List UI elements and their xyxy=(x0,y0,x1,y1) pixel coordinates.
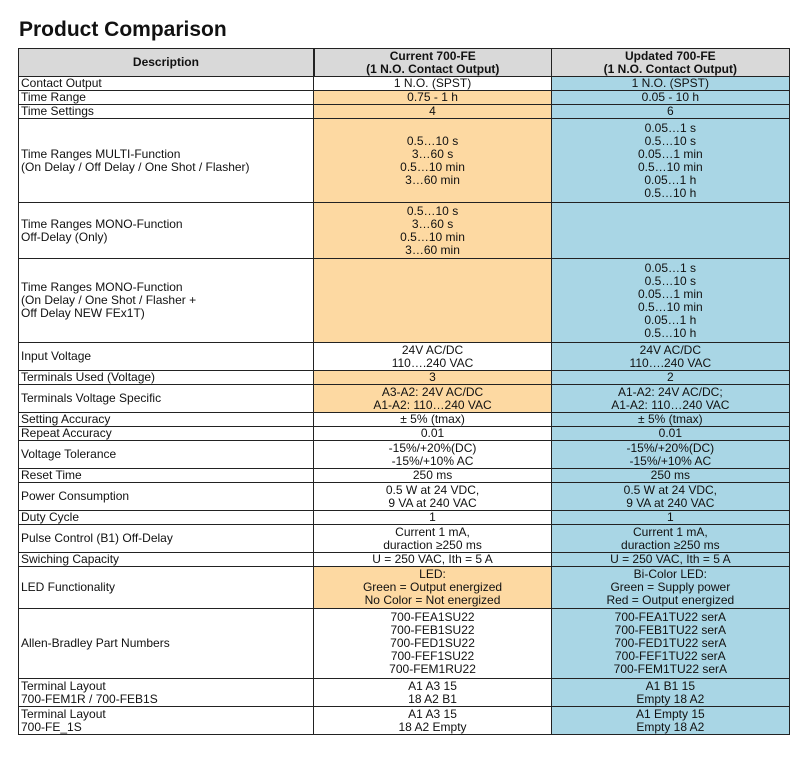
row-updated-value: Current 1 mA, duraction ≥250 ms xyxy=(550,524,791,553)
table-row: Repeat Accuracy 0.01 0.01 xyxy=(17,426,791,441)
row-updated-value: 0.5 W at 24 VDC, 9 VA at 240 VAC xyxy=(550,482,791,511)
row-current-value: A3-A2: 24V AC/DC A1-A2: 110…240 VAC xyxy=(313,384,552,413)
table-row: Time Range 0.75 - 1 h 0.05 - 10 h xyxy=(17,90,791,105)
row-updated-value: 0.05 - 10 h xyxy=(550,90,791,105)
header-current: Current 700-FE (1 N.O. Contact Output) xyxy=(312,48,552,77)
row-current-value xyxy=(313,258,552,343)
row-updated-value: A1 B1 15 Empty 18 A2 xyxy=(550,678,791,707)
row-current-value: Current 1 mA, duraction ≥250 ms xyxy=(313,524,552,553)
row-current-value: LED: Green = Output energized No Color =… xyxy=(313,566,552,609)
row-description: Allen-Bradley Part Numbers xyxy=(17,608,315,679)
table-row: Reset Time 250 ms 250 ms xyxy=(17,468,791,483)
row-current-value: 250 ms xyxy=(313,468,552,483)
row-current-value: 700-FEA1SU22 700-FEB1SU22 700-FED1SU22 7… xyxy=(313,608,552,679)
row-current-value: 0.5…10 s 3…60 s 0.5…10 min 3…60 min xyxy=(313,202,552,259)
table-row: Time Ranges MONO-Function (On Delay / On… xyxy=(17,258,791,343)
row-updated-value: 2 xyxy=(550,370,791,385)
row-description: Setting Accuracy xyxy=(17,412,315,427)
row-description: Time Ranges MONO-Function (On Delay / On… xyxy=(17,258,315,343)
comparison-table: Description Current 700-FE (1 N.O. Conta… xyxy=(17,48,791,735)
row-current-value: A1 A3 15 18 A2 Empty xyxy=(313,706,552,735)
row-updated-value: 24V AC/DC 110….240 VAC xyxy=(550,342,791,371)
header-description: Description xyxy=(17,48,315,77)
row-updated-value: 1 xyxy=(550,510,791,525)
row-description: Pulse Control (B1) Off-Delay xyxy=(17,524,315,553)
row-updated-value: 0.05…1 s 0.5…10 s 0.05…1 min 0.5…10 min … xyxy=(550,258,791,343)
row-description: Power Consumption xyxy=(17,482,315,511)
row-updated-value: A1-A2: 24V AC/DC; A1-A2: 110…240 VAC xyxy=(550,384,791,413)
row-description: Repeat Accuracy xyxy=(17,426,315,441)
row-description: Time Settings xyxy=(17,104,315,119)
row-description: Terminal Layout 700-FE_1S xyxy=(17,706,315,735)
row-updated-value: ± 5% (tmax) xyxy=(550,412,791,427)
table-row: Power Consumption 0.5 W at 24 VDC, 9 VA a… xyxy=(17,482,791,511)
row-description: Voltage Tolerance xyxy=(17,440,315,469)
table-row: LED Functionality LED: Green = Output ene… xyxy=(17,566,791,609)
row-description: Input Voltage xyxy=(17,342,315,371)
row-current-value: A1 A3 15 18 A2 B1 xyxy=(313,678,552,707)
row-current-value: 0.5 W at 24 VDC, 9 VA at 240 VAC xyxy=(313,482,552,511)
table-row: Contact Output 1 N.O. (SPST) 1 N.O. (SPST) xyxy=(17,76,791,91)
table-body: Contact Output 1 N.O. (SPST) 1 N.O. (SPST)… xyxy=(17,76,791,735)
row-description: Terminal Layout 700-FEM1R / 700-FEB1S xyxy=(17,678,315,707)
row-current-value: 0.01 xyxy=(313,426,552,441)
row-current-value: U = 250 VAC, Ith = 5 A xyxy=(313,552,552,567)
table-row: Allen-Bradley Part Numbers 700-FEA1SU22 7… xyxy=(17,608,791,679)
row-updated-value: -15%/+20%(DC) -15%/+10% AC xyxy=(550,440,791,469)
table-row: Setting Accuracy ± 5% (tmax) ± 5% (tmax) xyxy=(17,412,791,427)
table-row: Time Ranges MONO-Function Off-Delay (Onl… xyxy=(17,202,791,259)
table-row: Time Settings 4 6 xyxy=(17,104,791,119)
row-current-value: 4 xyxy=(313,104,552,119)
page-title: Product Comparison xyxy=(19,18,227,41)
row-description: Terminals Voltage Specific xyxy=(17,384,315,413)
row-current-value: 3 xyxy=(313,370,552,385)
row-current-value: 0.75 - 1 h xyxy=(313,90,552,105)
row-updated-value: 0.05…1 s 0.5…10 s 0.05…1 min 0.5…10 min … xyxy=(550,118,791,203)
row-current-value: 0.5…10 s 3…60 s 0.5…10 min 3…60 min xyxy=(313,118,552,203)
row-updated-value: 700-FEA1TU22 serA 700-FEB1TU22 serA 700-… xyxy=(550,608,791,679)
row-description: Contact Output xyxy=(17,76,315,91)
table-row: Pulse Control (B1) Off-Delay Current 1 mA… xyxy=(17,524,791,553)
row-updated-value: 1 N.O. (SPST) xyxy=(550,76,791,91)
table-row: Terminal Layout 700-FEM1R / 700-FEB1S A1 … xyxy=(17,678,791,707)
row-current-value: ± 5% (tmax) xyxy=(313,412,552,427)
row-description: Swiching Capacity xyxy=(17,552,315,567)
table-row: Voltage Tolerance -15%/+20%(DC) -15%/+10%… xyxy=(17,440,791,469)
table-row: Input Voltage 24V AC/DC 110….240 VAC 24V A… xyxy=(17,342,791,371)
table-row: Terminal Layout 700-FE_1S A1 A3 15 18 A2 … xyxy=(17,706,791,735)
row-updated-value: 250 ms xyxy=(550,468,791,483)
row-updated-value: 6 xyxy=(550,104,791,119)
row-updated-value xyxy=(550,202,791,259)
row-current-value: 24V AC/DC 110….240 VAC xyxy=(313,342,552,371)
row-description: Time Ranges MULTI-Function (On Delay / O… xyxy=(17,118,315,203)
table-row: Terminals Voltage Specific A3-A2: 24V AC/… xyxy=(17,384,791,413)
row-updated-value: U = 250 VAC, Ith = 5 A xyxy=(550,552,791,567)
row-current-value: 1 N.O. (SPST) xyxy=(313,76,552,91)
row-description: Terminals Used (Voltage) xyxy=(17,370,315,385)
header-updated: Updated 700-FE (1 N.O. Contact Output) xyxy=(550,48,791,77)
row-current-value: 1 xyxy=(313,510,552,525)
table-row: Terminals Used (Voltage) 3 2 xyxy=(17,370,791,385)
row-updated-value: 0.01 xyxy=(550,426,791,441)
row-current-value: -15%/+20%(DC) -15%/+10% AC xyxy=(313,440,552,469)
row-updated-value: Bi-Color LED: Green = Supply power Red =… xyxy=(550,566,791,609)
table-row: Duty Cycle 1 1 xyxy=(17,510,791,525)
row-updated-value: A1 Empty 15 Empty 18 A2 xyxy=(550,706,791,735)
row-description: Duty Cycle xyxy=(17,510,315,525)
table-row: Time Ranges MULTI-Function (On Delay / O… xyxy=(17,118,791,203)
row-description: Time Range xyxy=(17,90,315,105)
table-header-row: Description Current 700-FE (1 N.O. Conta… xyxy=(17,48,791,77)
row-description: Reset Time xyxy=(17,468,315,483)
row-description: LED Functionality xyxy=(17,566,315,609)
row-description: Time Ranges MONO-Function Off-Delay (Onl… xyxy=(17,202,315,259)
